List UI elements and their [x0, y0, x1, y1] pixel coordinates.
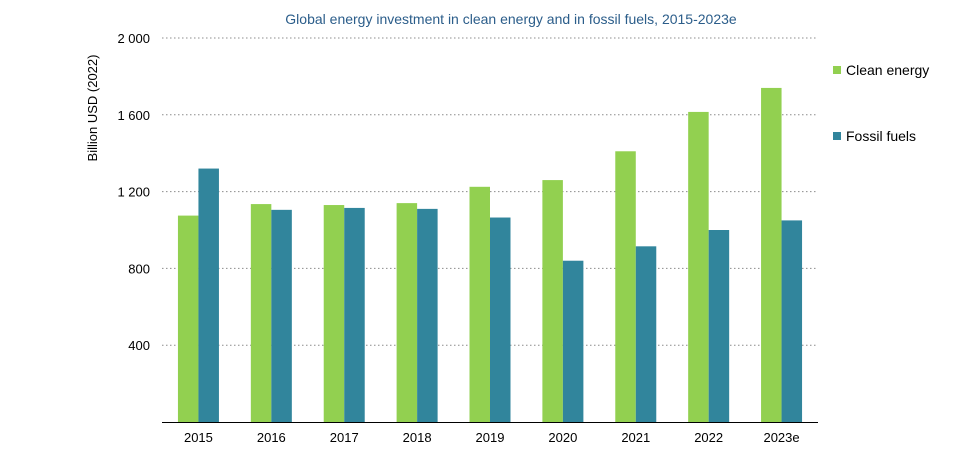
bar-fossil-fuels	[708, 230, 730, 422]
bar-clean-energy	[250, 204, 272, 422]
bar-clean-energy	[688, 111, 709, 423]
y-tick-label: 2 000	[117, 31, 150, 46]
bar-clean-energy	[396, 203, 418, 422]
bar-clean-energy	[469, 186, 490, 422]
x-tick-label: 2020	[548, 430, 577, 445]
bar-clean-energy	[177, 215, 199, 422]
bar-fossil-fuels	[490, 217, 511, 422]
x-tick-label: 2019	[476, 430, 505, 445]
x-tick-label: 2023e	[763, 430, 799, 445]
chart-title: Global energy investment in clean energy…	[285, 11, 737, 27]
x-tick-label: 2022	[694, 430, 723, 445]
bar-fossil-fuels	[271, 209, 292, 422]
bar-fossil-fuels	[781, 220, 803, 422]
x-tick-label: 2017	[330, 430, 359, 445]
bar-fossil-fuels	[344, 207, 365, 422]
y-axis-label: Billion USD (2022)	[85, 55, 100, 162]
y-tick-label: 800	[128, 261, 150, 276]
legend-label: Fossil fuels	[846, 128, 916, 144]
bars	[177, 87, 803, 423]
y-tick-label: 400	[128, 338, 150, 353]
bar-clean-energy	[542, 180, 563, 422]
x-tick-label: 2018	[403, 430, 432, 445]
bar-fossil-fuels	[562, 260, 584, 422]
legend: Clean energy Fossil fuels	[833, 62, 929, 144]
bar-clean-energy	[615, 151, 636, 422]
y-tick-label: 1 200	[117, 185, 150, 200]
y-tick-label: 1 600	[117, 108, 150, 123]
bar-clean-energy	[761, 87, 782, 423]
x-tick-label: 2021	[621, 430, 650, 445]
legend-swatch	[833, 132, 841, 140]
x-tick-labels: 2015 2016 2017 2018 2019 2020 2021 2022 2023e	[184, 430, 800, 445]
y-tick-labels: 400 800 1 200 1 600 2 000	[117, 31, 150, 353]
legend-swatch	[833, 66, 841, 74]
x-tick-label: 2016	[257, 430, 286, 445]
bar-clean-energy	[323, 205, 345, 422]
bar-fossil-fuels	[635, 246, 657, 422]
bar-fossil-fuels	[198, 168, 219, 422]
bar-fossil-fuels	[417, 208, 438, 422]
x-tick-label: 2015	[184, 430, 213, 445]
legend-label: Clean energy	[846, 62, 929, 78]
